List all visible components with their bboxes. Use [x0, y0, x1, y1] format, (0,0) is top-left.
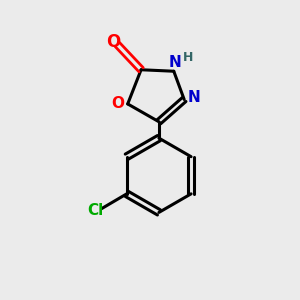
Text: N: N	[169, 56, 182, 70]
Text: Cl: Cl	[87, 203, 103, 218]
Text: N: N	[187, 91, 200, 106]
Text: O: O	[106, 32, 120, 50]
Text: O: O	[112, 96, 125, 111]
Text: H: H	[183, 51, 193, 64]
